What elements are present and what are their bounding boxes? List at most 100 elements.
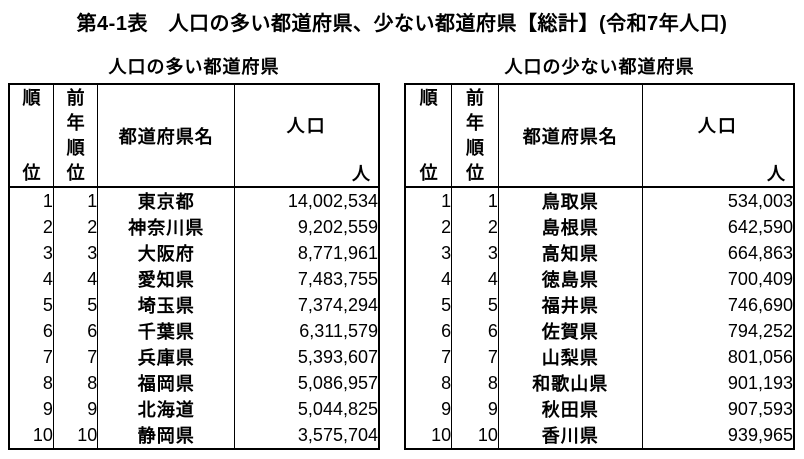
table-row: 6 6 佐賀県 794,252 bbox=[404, 318, 795, 344]
rank-cell: 6 bbox=[8, 318, 54, 344]
table-row: 5 5 福井県 746,690 bbox=[404, 292, 795, 318]
rank-cell: 7 bbox=[404, 344, 453, 370]
population-unit-label: 人 bbox=[767, 164, 785, 184]
prefecture-name-cell: 埼玉県 bbox=[97, 292, 236, 318]
rank-cell: 8 bbox=[8, 370, 54, 396]
rank-column-header: 順 位 bbox=[8, 83, 54, 188]
prev-rank-header-char: 年 bbox=[466, 113, 484, 133]
prev-rank-header-char: 前 bbox=[66, 88, 85, 108]
prefecture-name-cell: 高知県 bbox=[497, 240, 643, 266]
prefecture-name-cell: 島根県 bbox=[497, 214, 643, 240]
prev-rank-header-vertical-text: 前 年 順 位 bbox=[452, 85, 498, 186]
population-header-label: 人口 bbox=[697, 116, 738, 136]
table-row: 10 10 香川県 939,965 bbox=[404, 422, 795, 449]
table-section-most-populated: 人口の多い都道府県 順 位 前 年 順 位 bbox=[8, 54, 380, 450]
population-cell: 534,003 bbox=[641, 187, 795, 214]
rank-cell: 9 bbox=[404, 396, 453, 422]
prefecture-name-cell: 北海道 bbox=[97, 396, 236, 422]
prev-rank-cell: 4 bbox=[52, 266, 99, 292]
table-row: 9 9 北海道 5,044,825 bbox=[8, 396, 380, 422]
table-row: 9 9 秋田県 907,593 bbox=[404, 396, 795, 422]
table-row: 3 3 高知県 664,863 bbox=[404, 240, 795, 266]
most-populated-table: 順 位 前 年 順 位 都道府県名 人口 bbox=[8, 83, 380, 450]
table-row: 6 6 千葉県 6,311,579 bbox=[8, 318, 380, 344]
prev-rank-cell: 9 bbox=[52, 396, 99, 422]
table-section-least-populated: 人口の少ない都道府県 順 位 前 年 順 位 bbox=[404, 54, 795, 450]
rank-cell: 4 bbox=[8, 266, 54, 292]
rank-cell: 10 bbox=[8, 422, 54, 449]
population-cell: 7,374,294 bbox=[234, 292, 380, 318]
prefecture-name-cell: 山梨県 bbox=[497, 344, 643, 370]
table-row: 5 5 埼玉県 7,374,294 bbox=[8, 292, 380, 318]
prev-rank-header-vertical-text: 前 年 順 位 bbox=[54, 85, 97, 186]
prev-rank-cell: 1 bbox=[451, 187, 499, 214]
table-row: 2 2 島根県 642,590 bbox=[404, 214, 795, 240]
population-cell: 9,202,559 bbox=[234, 214, 380, 240]
population-cell: 794,252 bbox=[641, 318, 795, 344]
table-row: 3 3 大阪府 8,771,961 bbox=[8, 240, 380, 266]
prefecture-name-cell: 秋田県 bbox=[497, 396, 643, 422]
population-cell: 5,393,607 bbox=[234, 344, 380, 370]
rank-header-char: 順 bbox=[22, 88, 41, 108]
prefecture-name-cell: 和歌山県 bbox=[497, 370, 643, 396]
population-column-header: 人口 人 bbox=[641, 83, 795, 188]
rank-cell: 1 bbox=[8, 187, 54, 214]
rank-cell: 8 bbox=[404, 370, 453, 396]
prefecture-name-cell: 千葉県 bbox=[97, 318, 236, 344]
prefecture-name-cell: 佐賀県 bbox=[497, 318, 643, 344]
population-cell: 801,056 bbox=[641, 344, 795, 370]
prefecture-name-cell: 愛知県 bbox=[97, 266, 236, 292]
population-cell: 6,311,579 bbox=[234, 318, 380, 344]
rank-header-char: 順 bbox=[419, 88, 438, 108]
population-cell: 5,044,825 bbox=[234, 396, 380, 422]
table-row: 7 7 兵庫県 5,393,607 bbox=[8, 344, 380, 370]
prev-rank-cell: 6 bbox=[451, 318, 499, 344]
prev-rank-cell: 5 bbox=[451, 292, 499, 318]
rank-cell: 5 bbox=[8, 292, 54, 318]
rank-cell: 3 bbox=[8, 240, 54, 266]
table-row: 8 8 和歌山県 901,193 bbox=[404, 370, 795, 396]
prev-year-rank-column-header: 前 年 順 位 bbox=[52, 83, 99, 188]
prev-rank-cell: 5 bbox=[52, 292, 99, 318]
population-cell: 3,575,704 bbox=[234, 422, 380, 449]
rank-cell: 6 bbox=[404, 318, 453, 344]
population-cell: 5,086,957 bbox=[234, 370, 380, 396]
prev-rank-cell: 1 bbox=[52, 187, 99, 214]
population-cell: 14,002,534 bbox=[234, 187, 380, 214]
table-row: 8 8 福岡県 5,086,957 bbox=[8, 370, 380, 396]
prefecture-name-cell: 静岡県 bbox=[97, 422, 236, 449]
table-subtitle-least-populated: 人口の少ない都道府県 bbox=[504, 57, 695, 77]
prefecture-name-cell: 香川県 bbox=[497, 422, 643, 449]
population-header-label: 人口 bbox=[286, 116, 327, 136]
page-title: 第4-1表 人口の多い都道府県、少ない都道府県【総計】(令和7年人口) bbox=[76, 13, 728, 35]
least-populated-table: 順 位 前 年 順 位 都道府県名 人口 bbox=[404, 83, 795, 450]
population-column-header: 人口 人 bbox=[234, 83, 380, 188]
rank-header-char: 位 bbox=[419, 163, 438, 183]
rank-cell: 3 bbox=[404, 240, 453, 266]
prev-rank-cell: 8 bbox=[52, 370, 99, 396]
table-row: 7 7 山梨県 801,056 bbox=[404, 344, 795, 370]
prefecture-name-cell: 鳥取県 bbox=[497, 187, 643, 214]
header-row: 順 位 前 年 順 位 都道府県名 人口 bbox=[8, 83, 380, 188]
prev-rank-cell: 7 bbox=[52, 344, 99, 370]
rank-cell: 4 bbox=[404, 266, 453, 292]
prev-rank-cell: 9 bbox=[451, 396, 499, 422]
prev-rank-header-char: 順 bbox=[466, 138, 484, 158]
prev-year-rank-column-header: 前 年 順 位 bbox=[451, 83, 499, 188]
prefecture-name-cell: 東京都 bbox=[97, 187, 236, 214]
prefecture-name-cell: 福岡県 bbox=[97, 370, 236, 396]
rank-column-header: 順 位 bbox=[404, 83, 453, 188]
prev-rank-cell: 2 bbox=[451, 214, 499, 240]
rank-cell: 10 bbox=[404, 422, 453, 449]
prev-rank-header-char: 位 bbox=[66, 163, 85, 183]
prev-rank-cell: 6 bbox=[52, 318, 99, 344]
prefecture-name-cell: 兵庫県 bbox=[97, 344, 236, 370]
population-cell: 642,590 bbox=[641, 214, 795, 240]
table-row: 1 1 東京都 14,002,534 bbox=[8, 187, 380, 214]
prev-rank-cell: 4 bbox=[451, 266, 499, 292]
prev-rank-header-char: 位 bbox=[466, 163, 484, 183]
prev-rank-header-char: 年 bbox=[66, 113, 85, 133]
header-row: 順 位 前 年 順 位 都道府県名 人口 bbox=[404, 83, 795, 188]
table-row: 2 2 神奈川県 9,202,559 bbox=[8, 214, 380, 240]
rank-header-char: 位 bbox=[22, 163, 41, 183]
